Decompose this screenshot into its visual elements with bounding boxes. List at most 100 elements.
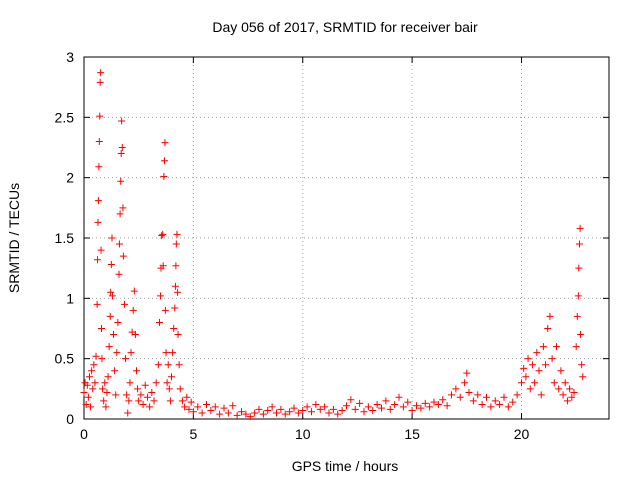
data-point — [117, 150, 125, 158]
data-point — [408, 407, 416, 415]
data-point — [575, 264, 583, 272]
data-point — [95, 163, 103, 171]
data-point — [561, 379, 569, 387]
data-point — [526, 385, 534, 393]
data-point — [539, 343, 547, 351]
data-point — [312, 401, 320, 409]
data-point — [159, 262, 167, 270]
data-point — [150, 397, 158, 405]
data-point — [531, 379, 539, 387]
y-tick-label: 0.5 — [55, 351, 75, 367]
data-point — [90, 361, 98, 369]
data-point — [170, 325, 178, 332]
data-point — [555, 385, 563, 393]
data-point — [528, 361, 536, 369]
data-point — [165, 385, 173, 393]
data-point — [518, 379, 525, 387]
data-point — [391, 401, 399, 409]
data-point — [119, 204, 127, 212]
data-point — [96, 78, 104, 86]
data-point — [500, 393, 508, 401]
data-point — [404, 398, 412, 406]
data-point — [246, 413, 254, 421]
data-point — [487, 403, 495, 411]
data-point — [224, 409, 232, 417]
data-point — [439, 396, 447, 404]
data-point — [118, 144, 126, 151]
data-point — [185, 405, 193, 413]
data-point — [229, 402, 237, 410]
data-point — [85, 373, 93, 381]
data-point — [443, 402, 451, 410]
data-point — [133, 367, 140, 375]
data-point — [102, 403, 110, 411]
data-point — [382, 397, 390, 405]
data-point — [174, 331, 182, 339]
data-point — [108, 292, 116, 300]
data-point — [84, 393, 92, 401]
data-point — [100, 397, 108, 405]
data-point — [164, 361, 172, 369]
data-point — [118, 117, 126, 125]
data-point — [522, 373, 530, 381]
chart-title: Day 056 of 2017, SRMTID for receiver bai… — [212, 19, 478, 35]
data-point — [92, 352, 100, 360]
data-point — [155, 318, 163, 326]
data-point — [124, 409, 132, 417]
data-point — [159, 230, 167, 238]
data-point — [98, 325, 105, 332]
x-axis-label: GPS time / hours — [292, 458, 399, 474]
data-point — [162, 349, 170, 357]
data-point — [174, 288, 182, 296]
data-point — [378, 404, 385, 412]
data-point — [251, 409, 259, 417]
data-point — [198, 409, 206, 417]
data-points — [80, 69, 587, 421]
data-point — [119, 252, 127, 260]
data-point — [114, 318, 122, 326]
data-point — [351, 405, 359, 413]
data-point — [463, 369, 471, 377]
data-point — [343, 402, 350, 410]
data-point — [290, 404, 298, 412]
x-tick-label: 0 — [80, 426, 88, 442]
data-point — [513, 391, 521, 399]
data-point — [171, 282, 179, 290]
data-point — [161, 306, 169, 314]
data-point — [448, 391, 455, 399]
data-point — [216, 410, 224, 418]
data-point — [113, 349, 121, 357]
data-point — [491, 397, 499, 405]
data-point — [171, 304, 179, 312]
y-tick-label: 1 — [66, 290, 74, 306]
data-point — [91, 379, 99, 387]
data-point — [294, 409, 302, 417]
data-point — [83, 381, 91, 389]
data-point — [135, 397, 143, 405]
data-point — [386, 405, 394, 413]
data-point — [360, 408, 368, 416]
data-point — [273, 409, 280, 417]
data-point — [168, 373, 175, 381]
data-point — [154, 361, 162, 369]
x-tick-label: 5 — [189, 426, 197, 442]
data-point — [426, 403, 434, 411]
data-point — [110, 331, 118, 339]
data-point — [95, 137, 103, 145]
data-point — [146, 403, 154, 411]
data-point — [578, 361, 586, 369]
data-point — [347, 396, 355, 404]
data-point — [557, 367, 565, 375]
data-point — [101, 379, 109, 387]
data-point — [268, 403, 276, 411]
data-point — [207, 407, 215, 415]
data-point — [421, 399, 429, 407]
data-point — [125, 397, 133, 405]
data-point — [172, 240, 180, 248]
data-point — [87, 403, 95, 411]
data-point — [183, 393, 191, 401]
data-point — [94, 256, 102, 264]
data-point — [220, 404, 228, 412]
data-point — [329, 405, 337, 413]
